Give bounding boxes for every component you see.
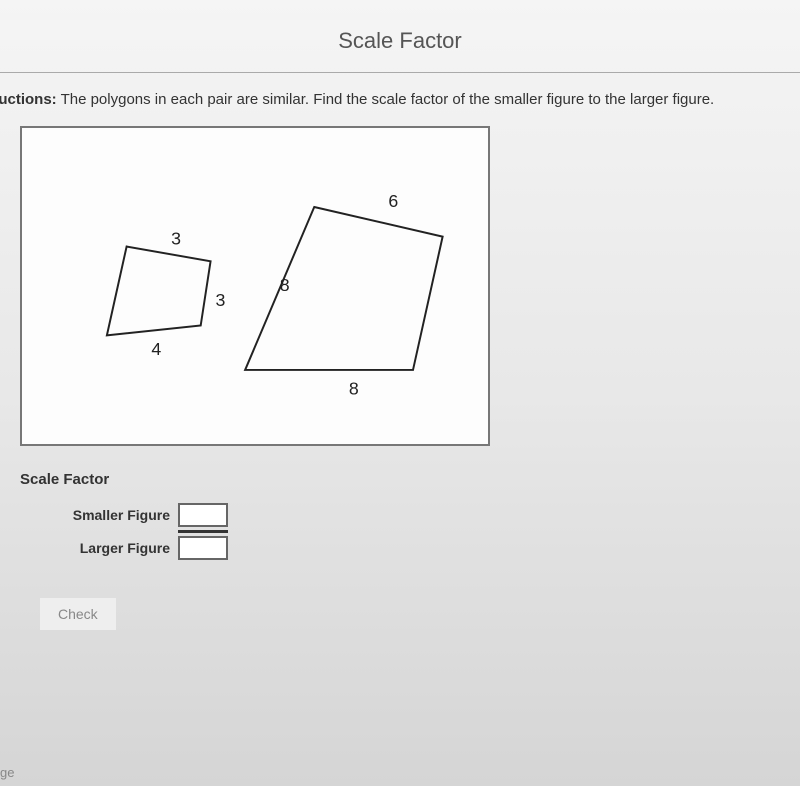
- small-label-bottom: 4: [151, 339, 161, 359]
- larger-figure-input[interactable]: [178, 536, 228, 560]
- large-polygon: [245, 207, 443, 370]
- scale-factor-title: Scale Factor: [20, 471, 800, 488]
- smaller-figure-label: Smaller Figure: [60, 507, 170, 523]
- instructions-label: nstructions:: [0, 91, 57, 108]
- fraction-group: Smaller Figure Larger Figure: [60, 500, 800, 563]
- large-label-bottom: 8: [349, 379, 359, 399]
- scale-factor-section: Scale Factor Smaller Figure Larger Figur…: [20, 471, 800, 563]
- large-label-left: 8: [280, 275, 290, 295]
- content-area: 3 3 4 6 8 8 Scale Factor Smaller Figure …: [0, 126, 800, 630]
- check-button[interactable]: Check: [40, 598, 116, 630]
- larger-figure-row: Larger Figure: [60, 533, 228, 563]
- instructions-text: The polygons in each pair are similar. F…: [57, 91, 715, 108]
- small-label-right: 3: [216, 290, 226, 310]
- small-polygon: [107, 247, 211, 336]
- polygons-diagram: 3 3 4 6 8 8: [22, 128, 488, 444]
- page-header: Scale Factor: [0, 0, 800, 73]
- bottom-tag: ge: [0, 765, 14, 780]
- instructions: nstructions: The polygons in each pair a…: [0, 73, 800, 126]
- small-label-top: 3: [171, 229, 181, 249]
- smaller-figure-row: Smaller Figure: [60, 500, 228, 530]
- figure-box: 3 3 4 6 8 8: [20, 126, 490, 446]
- large-label-top: 6: [388, 191, 398, 211]
- larger-figure-label: Larger Figure: [60, 540, 170, 556]
- page-title: Scale Factor: [0, 28, 800, 54]
- smaller-figure-input[interactable]: [178, 503, 228, 527]
